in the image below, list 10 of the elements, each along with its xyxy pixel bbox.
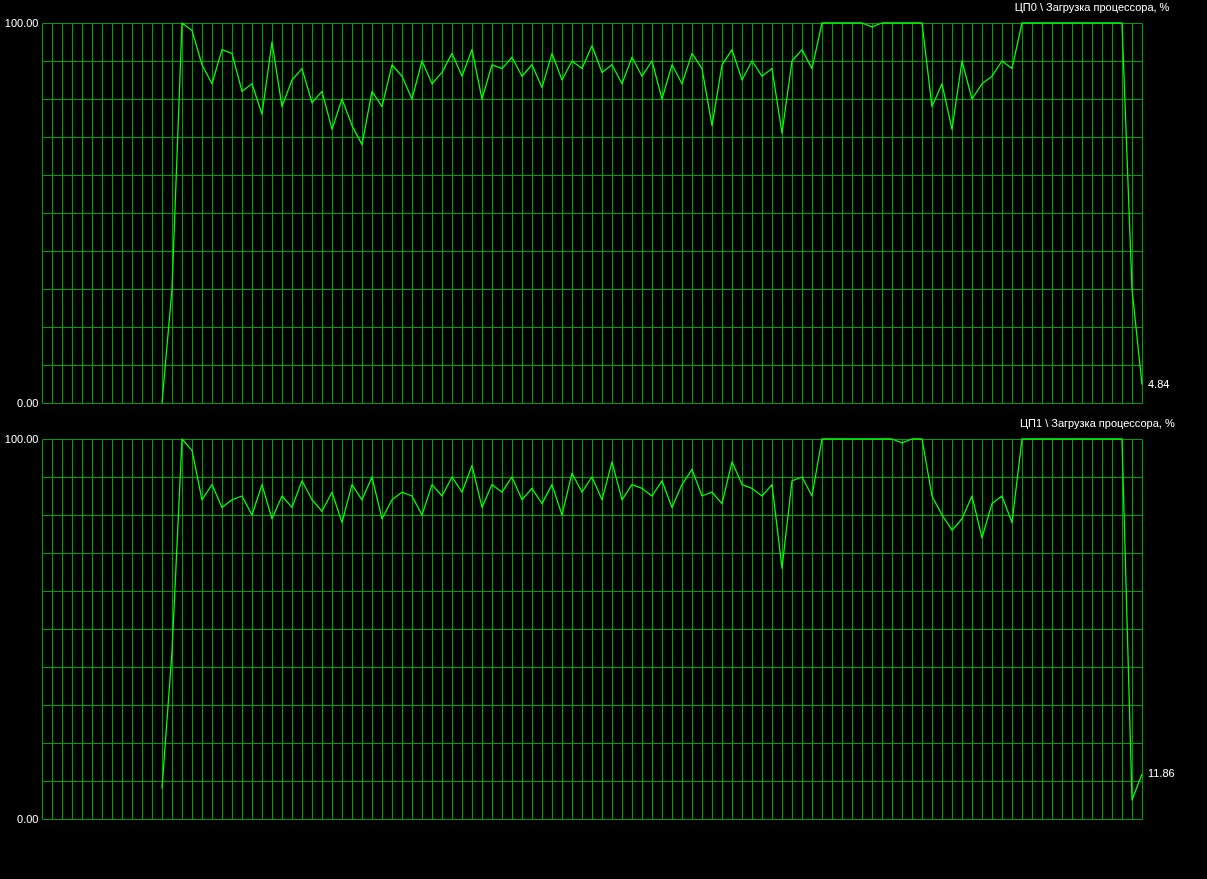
y-tick-label: 100.00: [4, 432, 39, 445]
line-series: [161, 22, 1143, 404]
line-series: [161, 438, 1143, 801]
y-tick-label: 0.00: [17, 812, 39, 825]
data-label: 4.84: [1148, 377, 1170, 390]
y-tick-label: 0.00: [17, 396, 39, 409]
chart-title: ЦП0 \ Загрузка процессора, %: [1014, 1, 1170, 13]
data-label: 11.86: [1148, 766, 1175, 779]
y-tick-label: 100.00: [4, 16, 39, 29]
chart-title: ЦП1 \ Загрузка процессора, %: [1019, 417, 1175, 429]
